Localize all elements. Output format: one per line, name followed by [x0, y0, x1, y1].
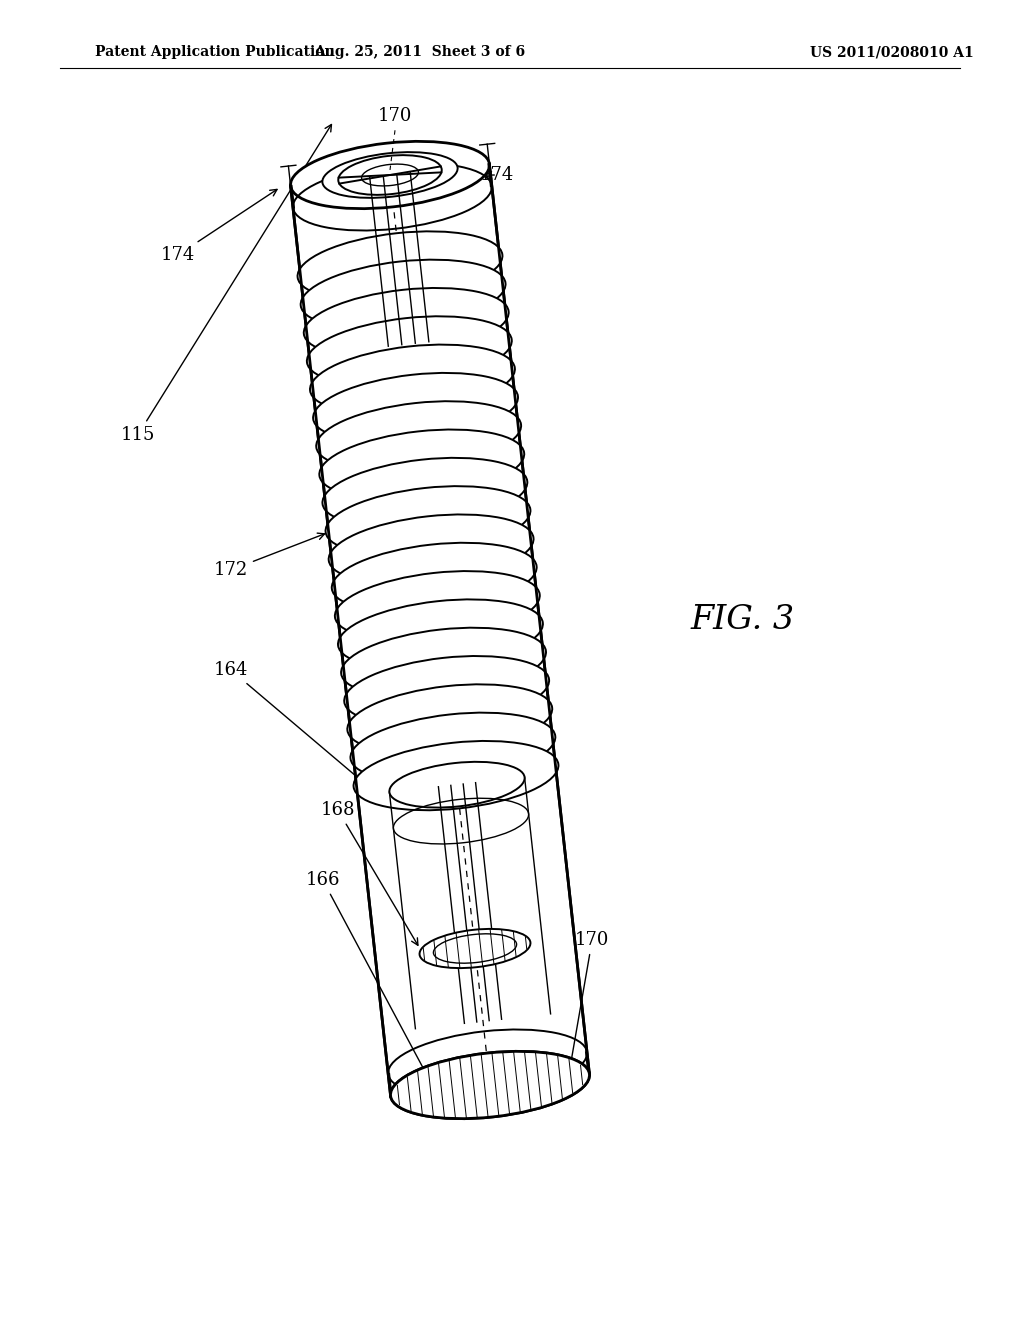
Ellipse shape	[316, 401, 521, 470]
Ellipse shape	[326, 486, 530, 556]
Ellipse shape	[329, 515, 534, 583]
Text: 164: 164	[214, 661, 384, 800]
Text: 170: 170	[378, 107, 413, 125]
Ellipse shape	[341, 628, 546, 697]
Ellipse shape	[307, 317, 512, 385]
Ellipse shape	[353, 741, 558, 810]
Text: 170: 170	[563, 931, 609, 1094]
Text: US 2011/0208010 A1: US 2011/0208010 A1	[810, 45, 974, 59]
Ellipse shape	[347, 684, 552, 754]
Text: 174: 174	[480, 166, 514, 183]
Ellipse shape	[301, 260, 506, 329]
Ellipse shape	[332, 543, 537, 612]
Ellipse shape	[389, 762, 524, 808]
Ellipse shape	[338, 599, 543, 669]
Ellipse shape	[313, 374, 518, 442]
Ellipse shape	[323, 458, 527, 527]
Ellipse shape	[291, 141, 489, 209]
Text: 168: 168	[321, 801, 418, 945]
Ellipse shape	[422, 1063, 558, 1107]
Text: 174: 174	[161, 189, 278, 264]
Ellipse shape	[338, 156, 441, 195]
Ellipse shape	[390, 1051, 590, 1118]
Ellipse shape	[350, 713, 555, 781]
Text: 172: 172	[214, 533, 325, 579]
Ellipse shape	[323, 152, 458, 198]
Ellipse shape	[304, 288, 509, 358]
Text: Aug. 25, 2011  Sheet 3 of 6: Aug. 25, 2011 Sheet 3 of 6	[314, 45, 525, 59]
Text: Patent Application Publication: Patent Application Publication	[95, 45, 335, 59]
Text: 115: 115	[121, 124, 332, 444]
Text: FIG. 3: FIG. 3	[690, 605, 795, 636]
Ellipse shape	[335, 572, 540, 640]
Ellipse shape	[420, 929, 530, 968]
Text: 166: 166	[305, 871, 428, 1077]
Ellipse shape	[298, 231, 503, 301]
Ellipse shape	[344, 656, 549, 725]
Ellipse shape	[319, 429, 524, 499]
Ellipse shape	[310, 345, 515, 414]
Ellipse shape	[390, 1051, 590, 1118]
